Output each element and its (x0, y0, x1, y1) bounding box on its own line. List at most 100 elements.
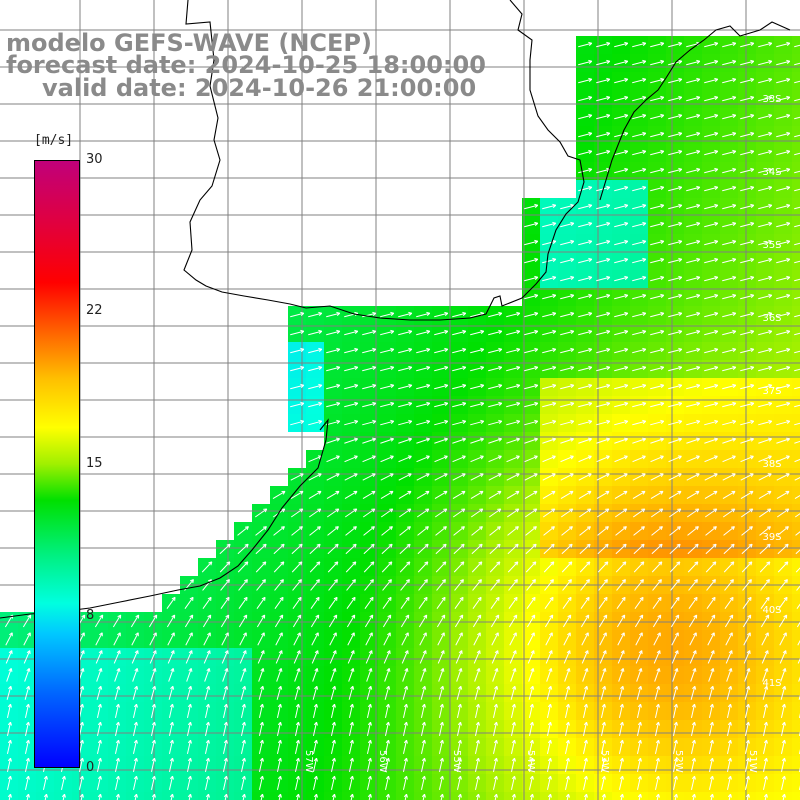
coastline-argentina (0, 418, 329, 619)
wind-arrow (510, 721, 516, 736)
wind-arrow (362, 419, 377, 426)
wind-arrow (758, 257, 773, 264)
wind-arrow (542, 329, 557, 336)
wind-arrow (453, 561, 465, 573)
wind-cell (792, 234, 800, 252)
wind-arrow (187, 793, 192, 800)
wind-arrow (650, 365, 665, 372)
wind-arrow (668, 275, 683, 282)
wind-arrow (761, 650, 769, 664)
wind-arrow (384, 721, 390, 736)
wind-arrow (399, 543, 411, 555)
wind-arrow (758, 365, 773, 372)
wind-arrow (686, 347, 701, 354)
wind-arrow (632, 347, 647, 354)
wind-arrow (219, 543, 231, 555)
wind-arrow (581, 632, 589, 646)
wind-arrow (312, 757, 318, 772)
wind-arrow (330, 721, 336, 736)
wind-cell (792, 432, 800, 450)
wind-arrow (527, 632, 535, 646)
wind-arrow (689, 632, 697, 646)
wind-arrow (632, 473, 646, 481)
wind-arrow (78, 757, 84, 772)
wind-arrow (402, 685, 409, 700)
wind-arrow (614, 490, 628, 500)
wind-arrow (292, 579, 302, 591)
wind-arrow (596, 401, 611, 408)
wind-arrow (596, 293, 611, 300)
wind-arrow (762, 685, 769, 700)
wind-cell (792, 702, 800, 720)
wind-arrow (417, 543, 429, 555)
wind-cell (792, 342, 800, 360)
wind-arrow (398, 473, 412, 481)
wind-cell (792, 270, 800, 288)
wind-arrow (276, 703, 282, 718)
wind-vector-field (4, 41, 800, 800)
wind-arrow (654, 685, 661, 700)
wind-arrow (290, 401, 305, 408)
wind-arrow (488, 329, 503, 336)
wind-arrow (758, 131, 773, 138)
wind-arrow (724, 596, 734, 609)
wind-arrow (474, 775, 480, 790)
wind-arrow (614, 95, 629, 102)
wind-arrow (596, 113, 611, 120)
wind-arrow (794, 170, 800, 174)
wind-arrow (455, 632, 463, 646)
wind-arrow (204, 668, 211, 682)
wind-arrow (366, 703, 372, 718)
wind-arrow (132, 668, 139, 682)
wind-arrow (632, 329, 647, 336)
wind-arrow (362, 383, 377, 390)
wind-arrow (542, 401, 557, 408)
wind-arrow (452, 473, 466, 481)
wind-arrow (562, 614, 572, 628)
wind-arrow (542, 347, 557, 354)
wind-arrow (672, 775, 678, 790)
wind-arrow (776, 437, 790, 444)
wind-arrow (686, 77, 701, 84)
wind-arrow (619, 793, 624, 800)
wind-arrow (651, 543, 663, 555)
wind-arrow (726, 703, 732, 718)
wind-arrow (276, 685, 283, 700)
wind-arrow (704, 437, 718, 444)
wind-arrow (452, 508, 466, 518)
wind-arrow (438, 721, 444, 736)
wind-arrow (726, 685, 733, 700)
colorbar-tick: 22 (86, 303, 103, 318)
wind-arrow (380, 401, 395, 408)
wind-arrow (776, 95, 791, 102)
wind-arrow (435, 561, 447, 573)
wind-arrow (668, 437, 682, 444)
wind-arrow (308, 401, 323, 408)
wind-arrow (686, 239, 701, 246)
wind-arrow (542, 257, 557, 264)
wind-cell (792, 648, 800, 666)
wind-arrow (524, 311, 539, 318)
wind-arrow (561, 543, 573, 555)
wind-arrow (560, 490, 574, 500)
wind-arrow (510, 703, 516, 718)
wind-arrow (599, 650, 607, 664)
wind-arrow (780, 775, 786, 790)
wind-arrow (740, 185, 755, 192)
wind-arrow (618, 703, 624, 718)
wind-arrow (7, 793, 12, 800)
wind-arrow (312, 668, 319, 682)
wind-arrow (722, 365, 737, 372)
wind-arrow (740, 311, 755, 318)
wind-arrow (330, 775, 336, 790)
wind-arrow (632, 490, 646, 500)
wind-arrow (690, 757, 696, 772)
wind-arrow (452, 490, 466, 500)
wind-arrow (632, 365, 647, 372)
wind-arrow (636, 703, 642, 718)
wind-arrow (292, 596, 302, 609)
wind-arrow (474, 739, 480, 754)
wind-arrow (488, 508, 502, 518)
wind-arrow (618, 775, 624, 790)
